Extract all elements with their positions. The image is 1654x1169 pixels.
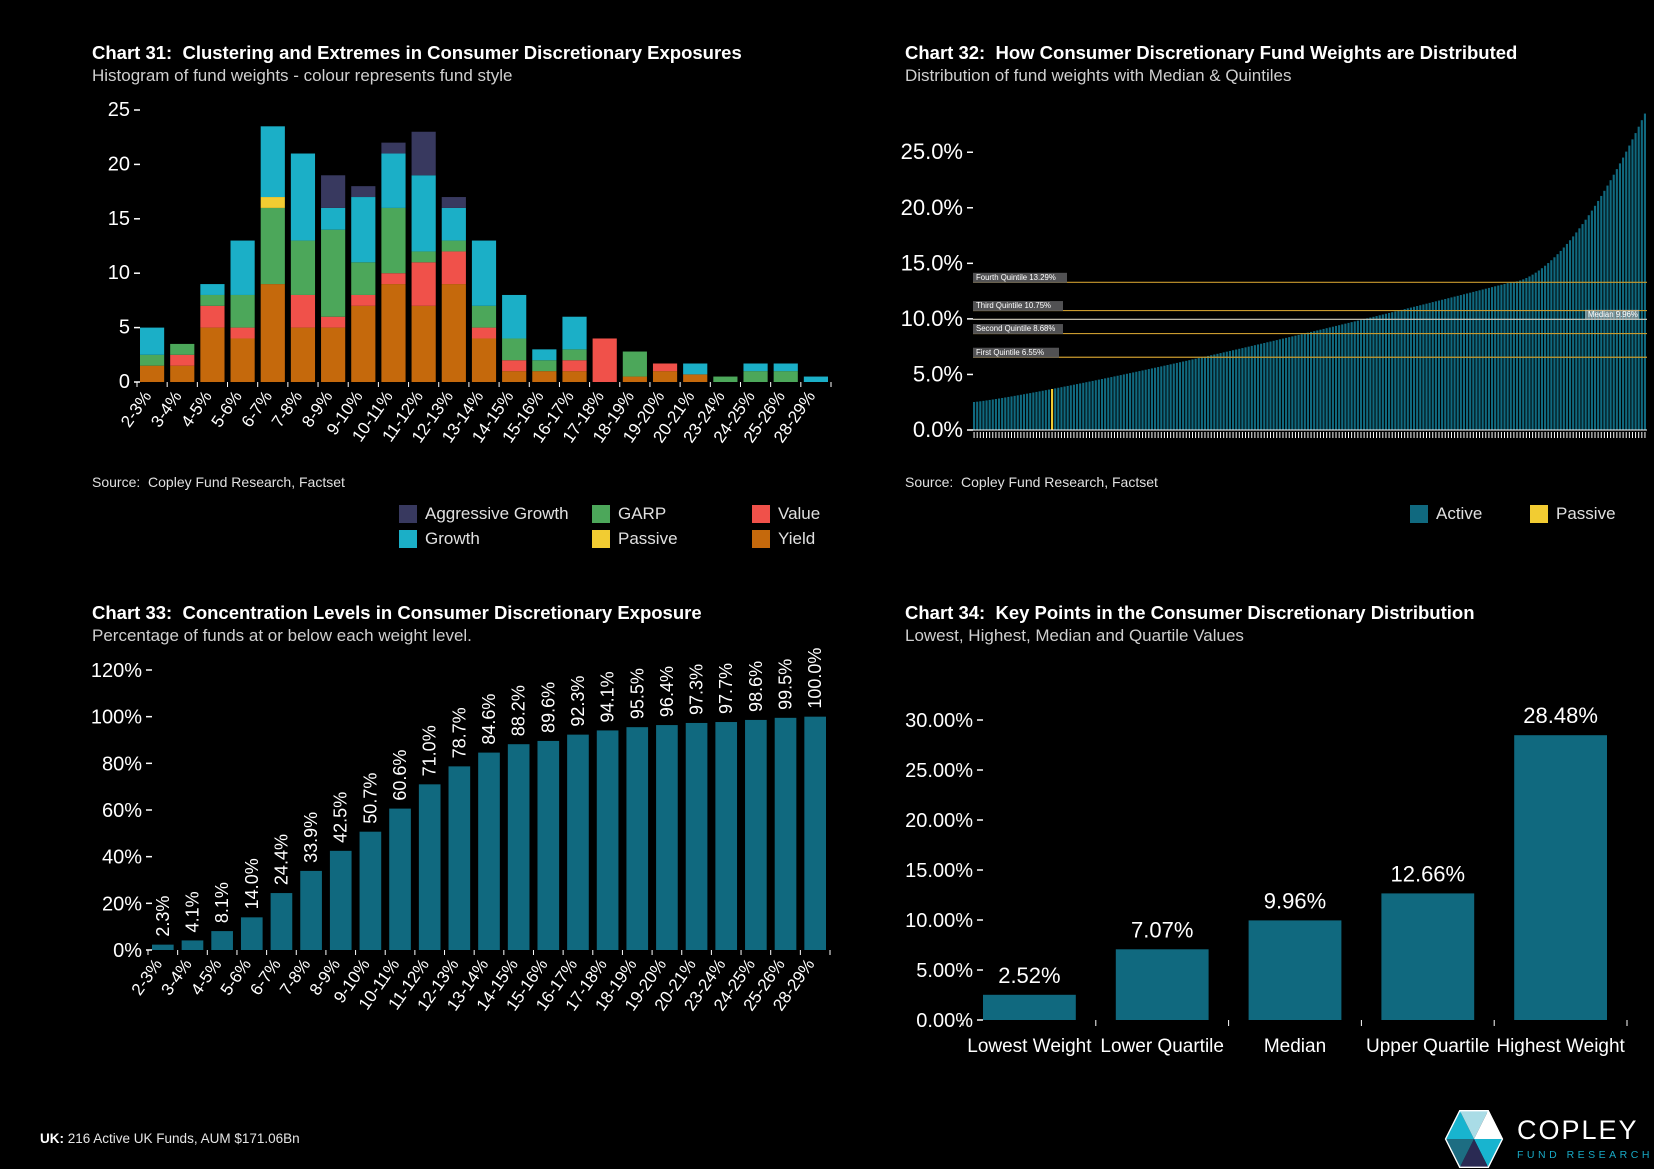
svg-text:25.00%: 25.00%: [905, 760, 973, 782]
svg-text:5-6%: 5-6%: [208, 387, 246, 430]
svg-text:89.6%: 89.6%: [538, 682, 558, 733]
svg-text:10: 10: [108, 262, 130, 284]
svg-text:10.00%: 10.00%: [905, 910, 973, 932]
svg-text:5-6%: 5-6%: [217, 955, 255, 998]
svg-text:0.0%: 0.0%: [913, 417, 963, 442]
svg-text:98.6%: 98.6%: [746, 661, 766, 712]
svg-text:10.0%: 10.0%: [901, 306, 963, 331]
svg-text:6-7%: 6-7%: [246, 955, 284, 998]
svg-text:15.0%: 15.0%: [901, 250, 963, 275]
svg-text:88.2%: 88.2%: [509, 685, 529, 736]
svg-text:7-8%: 7-8%: [268, 387, 306, 430]
svg-text:25.0%: 25.0%: [901, 139, 963, 164]
svg-text:3-4%: 3-4%: [157, 955, 195, 998]
svg-text:84.6%: 84.6%: [479, 694, 499, 745]
svg-text:94.1%: 94.1%: [598, 671, 618, 722]
svg-text:15: 15: [108, 208, 130, 230]
svg-text:50.7%: 50.7%: [360, 773, 380, 824]
svg-text:5: 5: [119, 317, 130, 339]
svg-text:120%: 120%: [91, 660, 142, 682]
svg-text:0: 0: [119, 371, 130, 393]
svg-text:2-3%: 2-3%: [117, 387, 155, 430]
svg-text:33.9%: 33.9%: [301, 812, 321, 863]
svg-text:95.5%: 95.5%: [627, 668, 647, 719]
svg-text:96.4%: 96.4%: [657, 666, 677, 717]
svg-text:Lowest Weight: Lowest Weight: [967, 1036, 1092, 1057]
svg-text:78.7%: 78.7%: [449, 707, 469, 758]
svg-text:4-5%: 4-5%: [187, 955, 225, 998]
svg-text:20.0%: 20.0%: [901, 195, 963, 220]
svg-text:4-5%: 4-5%: [177, 387, 215, 430]
svg-text:8.1%: 8.1%: [212, 882, 232, 923]
svg-text:7-8%: 7-8%: [276, 955, 314, 998]
svg-text:12.66%: 12.66%: [1390, 861, 1465, 886]
svg-text:Median 9.96%: Median 9.96%: [1588, 310, 1638, 319]
svg-text:5.00%: 5.00%: [916, 960, 973, 982]
svg-text:28.48%: 28.48%: [1523, 703, 1598, 728]
svg-text:Highest Weight: Highest Weight: [1496, 1036, 1625, 1057]
svg-text:2.3%: 2.3%: [153, 896, 173, 937]
svg-text:42.5%: 42.5%: [331, 792, 351, 843]
svg-text:25: 25: [108, 99, 130, 121]
svg-text:9.96%: 9.96%: [1264, 888, 1326, 913]
svg-text:30.00%: 30.00%: [905, 710, 973, 732]
svg-text:100.0%: 100.0%: [805, 648, 825, 709]
svg-text:0%: 0%: [113, 940, 142, 962]
svg-text:20: 20: [108, 153, 130, 175]
svg-text:20.00%: 20.00%: [905, 810, 973, 832]
svg-text:5.0%: 5.0%: [913, 361, 963, 386]
svg-text:24.4%: 24.4%: [271, 834, 291, 885]
svg-text:4.1%: 4.1%: [182, 891, 202, 932]
svg-text:60.6%: 60.6%: [390, 750, 410, 801]
svg-text:71.0%: 71.0%: [420, 725, 440, 776]
svg-text:7.07%: 7.07%: [1131, 917, 1193, 942]
svg-text:3-4%: 3-4%: [147, 387, 185, 430]
svg-text:Upper Quartile: Upper Quartile: [1366, 1036, 1490, 1057]
svg-text:Third Quintile 10.75%: Third Quintile 10.75%: [976, 301, 1051, 310]
svg-text:6-7%: 6-7%: [238, 387, 276, 430]
svg-text:0.00%: 0.00%: [916, 1010, 973, 1032]
svg-text:Second Quintile 8.68%: Second Quintile 8.68%: [976, 324, 1055, 333]
svg-text:80%: 80%: [102, 753, 142, 775]
svg-text:15.00%: 15.00%: [905, 860, 973, 882]
svg-text:20%: 20%: [102, 893, 142, 915]
svg-text:100%: 100%: [91, 707, 142, 729]
svg-text:Median: Median: [1264, 1036, 1326, 1057]
svg-text:97.3%: 97.3%: [687, 664, 707, 715]
svg-text:60%: 60%: [102, 800, 142, 822]
svg-text:14.0%: 14.0%: [242, 858, 262, 909]
svg-text:40%: 40%: [102, 847, 142, 869]
svg-text:Fourth Quintile 13.29%: Fourth Quintile 13.29%: [976, 273, 1056, 282]
svg-text:97.7%: 97.7%: [716, 663, 736, 714]
svg-text:First Quintile 6.55%: First Quintile 6.55%: [976, 348, 1044, 357]
svg-text:Lower Quartile: Lower Quartile: [1100, 1036, 1224, 1057]
svg-text:92.3%: 92.3%: [568, 676, 588, 727]
svg-text:2.52%: 2.52%: [998, 963, 1060, 988]
svg-text:99.5%: 99.5%: [776, 659, 796, 710]
